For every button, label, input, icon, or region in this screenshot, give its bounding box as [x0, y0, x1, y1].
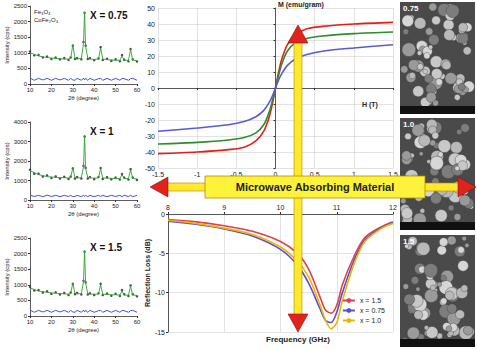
svg-text:-30: -30 — [145, 133, 155, 140]
svg-text:500: 500 — [17, 65, 28, 71]
svg-text:1500: 1500 — [14, 266, 28, 272]
svg-text:-50: -50 — [144, 164, 155, 172]
svg-text:1000: 1000 — [14, 178, 28, 184]
svg-text:30: 30 — [69, 87, 76, 93]
svg-text:2θ (degree): 2θ (degree) — [68, 211, 99, 217]
svg-text:20: 20 — [48, 87, 55, 93]
svg-text:40: 40 — [91, 87, 98, 93]
svg-text:-10: -10 — [145, 101, 155, 108]
svg-text:10: 10 — [277, 204, 285, 211]
svg-text:12: 12 — [389, 204, 397, 211]
svg-text:-1.5: -1.5 — [152, 171, 164, 178]
svg-text:1000: 1000 — [14, 282, 28, 288]
svg-text:1.0: 1.0 — [403, 120, 415, 129]
svg-text:50: 50 — [112, 203, 119, 209]
svg-text:Intensity (cps): Intensity (cps) — [4, 142, 10, 179]
svg-text:Microwave Absorbing Material: Microwave Absorbing Material — [236, 181, 395, 193]
svg-text:0: 0 — [23, 81, 27, 87]
svg-text:Reflection Loss (dB): Reflection Loss (dB) — [144, 239, 152, 307]
svg-text:CoFe₂O₄: CoFe₂O₄ — [34, 17, 59, 23]
svg-text:60: 60 — [134, 203, 141, 209]
svg-text:2000: 2000 — [14, 19, 28, 25]
svg-text:30: 30 — [69, 203, 76, 209]
svg-text:1.5: 1.5 — [388, 171, 398, 178]
svg-text:10: 10 — [27, 319, 34, 325]
svg-text:20: 20 — [48, 319, 55, 325]
svg-text:0: 0 — [23, 313, 27, 319]
svg-text:50: 50 — [147, 5, 155, 12]
svg-text:1000: 1000 — [14, 50, 28, 56]
svg-text:-0.5: -0.5 — [230, 171, 243, 178]
svg-text:x = 1.5: x = 1.5 — [360, 297, 381, 304]
svg-text:X = 1.5: X = 1.5 — [90, 242, 122, 253]
svg-text:2θ (degree): 2θ (degree) — [68, 327, 99, 333]
svg-text:40: 40 — [91, 319, 98, 325]
svg-text:1500: 1500 — [14, 34, 28, 40]
svg-text:Frequency (GHz): Frequency (GHz) — [266, 335, 330, 344]
svg-text:50: 50 — [112, 319, 119, 325]
svg-text:10: 10 — [27, 87, 34, 93]
svg-text:0.75: 0.75 — [403, 4, 419, 13]
svg-text:60: 60 — [134, 87, 141, 93]
svg-text:30: 30 — [69, 319, 76, 325]
svg-text:0: 0 — [23, 197, 27, 203]
svg-text:-10: -10 — [155, 289, 165, 296]
svg-text:X = 0.75: X = 0.75 — [90, 10, 128, 21]
svg-text:1: 1 — [351, 171, 356, 178]
svg-text:-40: -40 — [145, 149, 155, 156]
svg-text:30: 30 — [147, 37, 155, 44]
svg-text:0.5: 0.5 — [309, 171, 320, 178]
svg-text:2000: 2000 — [14, 158, 28, 164]
svg-text:0: 0 — [161, 211, 165, 218]
svg-text:0: 0 — [151, 85, 155, 92]
svg-text:2000: 2000 — [14, 251, 28, 257]
svg-text:50: 50 — [112, 87, 119, 93]
svg-text:60: 60 — [134, 319, 141, 325]
svg-text:2500: 2500 — [14, 3, 28, 9]
svg-text:Intensity (cps): Intensity (cps) — [4, 26, 10, 63]
svg-text:11: 11 — [333, 204, 340, 211]
svg-text:20: 20 — [48, 203, 55, 209]
svg-text:10: 10 — [147, 69, 155, 76]
svg-text:-1: -1 — [194, 171, 200, 178]
svg-text:1.5: 1.5 — [403, 237, 415, 246]
svg-text:500: 500 — [17, 297, 28, 303]
svg-text:40: 40 — [147, 21, 155, 28]
svg-text:x = 1.0: x = 1.0 — [360, 317, 381, 324]
svg-text:-5: -5 — [159, 250, 165, 257]
svg-text:2θ (degree): 2θ (degree) — [68, 95, 99, 101]
svg-text:Fe₃O₄: Fe₃O₄ — [34, 9, 51, 15]
svg-text:4000: 4000 — [14, 119, 28, 125]
svg-text:M (emu/gram): M (emu/gram) — [278, 1, 324, 9]
svg-text:40: 40 — [91, 203, 98, 209]
svg-text:2500: 2500 — [14, 235, 28, 241]
svg-text:0: 0 — [273, 171, 278, 178]
svg-text:X = 1: X = 1 — [90, 126, 114, 137]
svg-text:-20: -20 — [145, 117, 155, 124]
svg-text:3000: 3000 — [14, 139, 28, 145]
svg-text:Intensity (cps): Intensity (cps) — [4, 258, 10, 295]
svg-text:20: 20 — [147, 53, 155, 60]
svg-text:9: 9 — [222, 204, 226, 211]
svg-text:x = 0.75: x = 0.75 — [360, 307, 385, 314]
svg-text:-15: -15 — [155, 329, 165, 336]
svg-text:8: 8 — [166, 204, 170, 211]
svg-text:H (T): H (T) — [362, 101, 378, 109]
svg-text:10: 10 — [27, 203, 34, 209]
